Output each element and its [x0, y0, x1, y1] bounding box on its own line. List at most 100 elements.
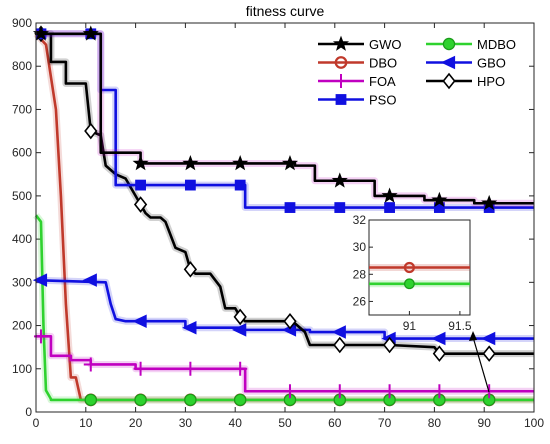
marker-gwo [431, 191, 448, 208]
inset-marker-mdbo [404, 278, 415, 290]
series-mdbo [33, 213, 534, 407]
y-tick-label: 0 [25, 405, 32, 419]
legend-item-mdbo: MDBO [426, 37, 516, 52]
y-tick-label: 500 [12, 189, 32, 203]
x-tick-label: 0 [33, 416, 40, 430]
series-gwo [32, 25, 534, 211]
inset-x-tick-label: 91 [403, 319, 417, 333]
marker-hpo [84, 122, 98, 140]
legend: GWO MDBO DBO GBO FOA HPO PSO [309, 30, 529, 112]
plot-frame [35, 22, 535, 413]
marker-foa [183, 361, 198, 376]
series-hpo [34, 25, 534, 362]
x-tick-label: 20 [129, 416, 143, 430]
marker-gbo [481, 331, 496, 346]
x-tick-label: 60 [328, 416, 342, 430]
marker-foa [83, 357, 98, 372]
marker-gbo [182, 320, 197, 335]
inset-marker-dbo [403, 261, 415, 274]
marker-gbo [132, 314, 147, 328]
inset-y-tick-label: 32 [353, 213, 367, 227]
marker-gbo [82, 273, 97, 287]
y-tick-label: 600 [12, 146, 32, 160]
marker-gwo [281, 155, 298, 171]
marker-hpo [333, 336, 347, 354]
legend-label: FOA [369, 74, 396, 89]
legend-marker [334, 56, 348, 69]
x-tick-label: 10 [79, 416, 93, 430]
zoom-inset: 26 28 30 32 91 91.5 [353, 213, 490, 393]
legend-marker [334, 74, 348, 88]
legend-label: HPO [477, 74, 505, 89]
legend-label: DBO [369, 56, 397, 71]
marker-hpo [233, 308, 247, 326]
marker-hpo [382, 336, 397, 354]
marker-pso [234, 179, 246, 191]
marker-gwo [182, 155, 199, 171]
marker-pso [334, 202, 346, 213]
marker-hpo [183, 261, 198, 278]
series-line-dbo [35, 32, 534, 402]
marker-pso [184, 179, 196, 191]
marker-pso [384, 202, 395, 213]
legend-item-gbo: GBO [426, 56, 506, 71]
inset-arrow-line [472, 336, 490, 393]
x-tick-label: 90 [478, 416, 492, 430]
inset-y-tick-label: 30 [353, 240, 367, 254]
marker-mdbo [84, 393, 97, 407]
legend-marker [335, 94, 347, 105]
x-tick-label: 30 [179, 416, 193, 430]
legend-marker [442, 72, 456, 90]
marker-gwo [132, 155, 149, 171]
x-tick-label: 40 [229, 416, 243, 430]
x-tick-label: 80 [428, 416, 442, 430]
y-tick-label: 200 [12, 319, 32, 333]
legend-item-gwo: GWO [318, 35, 402, 52]
series-layer [32, 25, 534, 407]
marker-foa [432, 384, 447, 399]
marker-hpo [482, 345, 496, 362]
marker-gbo [331, 325, 346, 339]
marker-hpo [283, 312, 297, 330]
x-tick-label: 70 [378, 416, 392, 430]
marker-foa [282, 384, 297, 399]
inset-series-dbo [369, 261, 470, 274]
inset-arrow-head [469, 331, 477, 341]
marker-pso [284, 202, 296, 213]
legend-marker [440, 55, 456, 70]
legend-label: GBO [477, 56, 506, 71]
marker-gwo [481, 194, 498, 211]
marker-gbo [431, 331, 446, 346]
marker-gwo [82, 25, 99, 41]
marker-foa [382, 384, 397, 399]
y-tick-label: 900 [12, 16, 32, 30]
legend-item-foa: FOA [318, 74, 396, 89]
series-line-mdbo [34, 214, 534, 402]
legend-marker [442, 37, 456, 51]
legend-item-pso: PSO [318, 93, 396, 108]
legend-label: MDBO [477, 37, 516, 52]
marker-gbo [32, 273, 48, 287]
inset-y-tick-label: 28 [353, 267, 367, 281]
marker-mdbo [184, 393, 197, 407]
marker-foa [332, 384, 347, 399]
y-tick-label: 800 [12, 59, 32, 73]
series-gbo [32, 273, 534, 346]
y-tick-label: 300 [12, 275, 32, 289]
marker-gbo [232, 323, 247, 337]
marker-mdbo [134, 393, 147, 407]
marker-hpo [133, 196, 148, 213]
x-axis-ticks: 0 10 20 30 40 50 60 70 80 90 100 [33, 23, 544, 430]
marker-mdbo [233, 393, 247, 407]
inset-y-tick-label: 26 [353, 294, 367, 308]
marker-gwo [381, 187, 398, 203]
y-tick-label: 700 [12, 102, 32, 116]
marker-foa [133, 361, 148, 376]
legend-marker [332, 35, 350, 51]
inset-x-tick-label: 91.5 [448, 319, 472, 333]
chart-title: fitness curve [246, 3, 325, 19]
series-line-gwo [36, 32, 534, 205]
x-tick-label: 100 [524, 416, 544, 430]
marker-hpo [432, 345, 447, 362]
